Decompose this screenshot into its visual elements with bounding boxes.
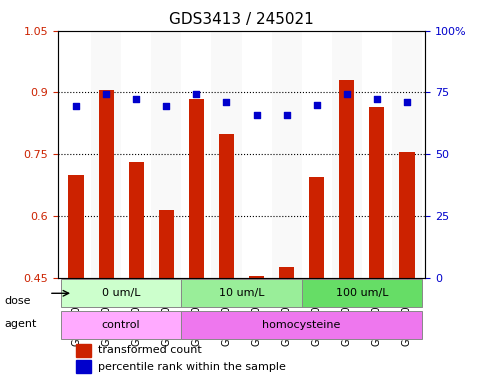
Bar (212, 31, 242, 278)
FancyBboxPatch shape (302, 279, 422, 308)
Bar (151, 31, 181, 278)
Bar (302, 31, 332, 278)
Point (343, 91, 351, 97)
Bar (242, 31, 271, 278)
Text: 100 um/L: 100 um/L (336, 288, 388, 298)
Bar (369, 107, 384, 278)
Bar (69, 175, 84, 278)
Text: 10 um/L: 10 um/L (219, 288, 264, 298)
Bar (99, 90, 114, 278)
Bar (76, 360, 91, 373)
Point (373, 96, 381, 102)
Bar (279, 267, 294, 278)
Bar (181, 31, 212, 278)
Bar (91, 31, 121, 278)
Point (102, 91, 110, 97)
FancyBboxPatch shape (181, 311, 422, 339)
Text: percentile rank within the sample: percentile rank within the sample (99, 362, 286, 372)
Text: 0 um/L: 0 um/L (102, 288, 141, 298)
Bar (128, 162, 144, 278)
Bar (339, 80, 355, 278)
FancyBboxPatch shape (61, 279, 181, 308)
Point (72, 103, 80, 109)
Bar (121, 31, 151, 278)
Point (313, 102, 321, 108)
Point (162, 103, 170, 109)
Text: dose: dose (5, 296, 31, 306)
Point (283, 112, 290, 118)
Bar (332, 31, 362, 278)
Text: control: control (102, 320, 141, 330)
Text: agent: agent (5, 319, 37, 329)
Bar (399, 152, 414, 278)
Bar (219, 134, 234, 278)
Point (223, 99, 230, 105)
Point (253, 112, 260, 118)
Bar (362, 31, 392, 278)
Text: homocysteine: homocysteine (262, 320, 341, 330)
Point (132, 96, 140, 102)
Bar (76, 344, 91, 357)
Bar (61, 31, 91, 278)
Point (403, 99, 411, 105)
Bar (159, 210, 174, 278)
Text: GDS3413 / 245021: GDS3413 / 245021 (169, 12, 314, 26)
Bar (309, 177, 324, 278)
Bar (271, 31, 302, 278)
Text: transformed count: transformed count (99, 346, 202, 356)
Bar (392, 31, 422, 278)
FancyBboxPatch shape (181, 279, 302, 308)
Bar (249, 276, 264, 278)
Point (193, 91, 200, 97)
FancyBboxPatch shape (61, 311, 181, 339)
Bar (189, 99, 204, 278)
